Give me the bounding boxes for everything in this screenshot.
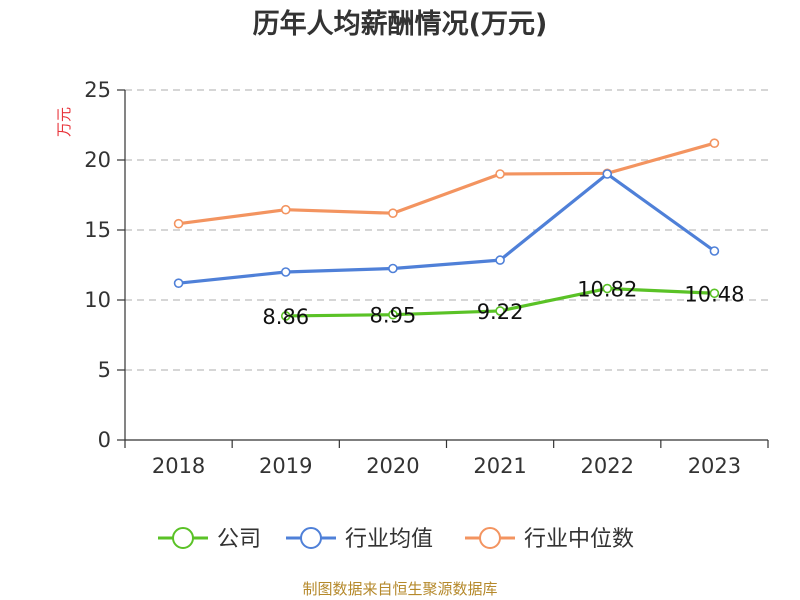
legend-swatch-marker (300, 527, 322, 549)
y-tick-label: 10 (84, 288, 111, 312)
y-tick-label: 20 (84, 148, 111, 172)
data-label: 8.95 (370, 304, 417, 328)
grid-lines (125, 89, 768, 371)
legend-swatch-marker (479, 527, 501, 549)
legend[interactable]: 公司 行业均值 行业中位数 (158, 527, 634, 552)
data-label: 9.22 (477, 300, 524, 324)
data-point[interactable] (388, 208, 398, 218)
source-note: 制图数据来自恒生聚源数据库 (302, 580, 497, 598)
data-point[interactable] (280, 204, 291, 215)
y-tick-label: 25 (84, 78, 111, 102)
data-point[interactable] (388, 263, 398, 274)
data-point[interactable] (388, 309, 398, 320)
legend-item-1[interactable]: 行业均值 (286, 527, 433, 552)
data-point[interactable] (495, 306, 505, 316)
x-tick-label: 2022 (581, 454, 634, 478)
y-tick-label: 5 (98, 358, 111, 382)
data-point[interactable] (280, 311, 291, 321)
x-tick-label: 2019 (259, 454, 312, 478)
data-point[interactable] (495, 169, 505, 179)
series-line-1 (178, 172, 716, 285)
axes: 0 5 10 15 20 25 2018 2019 2020 2021 2022 2023 (84, 78, 769, 478)
legend-swatch-marker (172, 527, 194, 549)
y-tick-label: 0 (98, 428, 111, 452)
y-tick-label: 15 (84, 218, 111, 242)
legend-item-0[interactable]: 公司 (158, 527, 261, 552)
legend-item-2[interactable]: 行业中位数 (465, 527, 634, 552)
data-label: 10.48 (684, 282, 744, 306)
x-tick-label: 2020 (366, 454, 419, 478)
data-point[interactable] (709, 288, 720, 299)
data-point[interactable] (602, 283, 613, 294)
data-point[interactable] (709, 138, 720, 148)
x-tick-label: 2023 (688, 454, 741, 478)
data-point[interactable] (709, 246, 720, 256)
legend-label: 公司 (217, 527, 261, 552)
chart-title: 历年人均薪酬情况(万元) (253, 8, 548, 40)
x-tick-label: 2018 (152, 454, 205, 478)
data-point[interactable] (495, 255, 505, 265)
data-label: 8.86 (262, 305, 309, 329)
legend-label: 行业中位数 (524, 527, 634, 552)
data-labels: 8.86 8.95 9.22 10.82 10.48 (262, 278, 744, 329)
legend-label: 行业均值 (345, 527, 433, 552)
data-point[interactable] (173, 278, 184, 289)
series-line-2 (178, 141, 715, 226)
y-axis-label: 万元 (55, 107, 73, 137)
data-label: 10.82 (577, 278, 637, 302)
data-point[interactable] (602, 169, 613, 179)
data-point[interactable] (280, 267, 291, 277)
x-tick-label: 2021 (473, 454, 526, 478)
series-lines (173, 138, 720, 321)
data-point[interactable] (173, 218, 184, 229)
